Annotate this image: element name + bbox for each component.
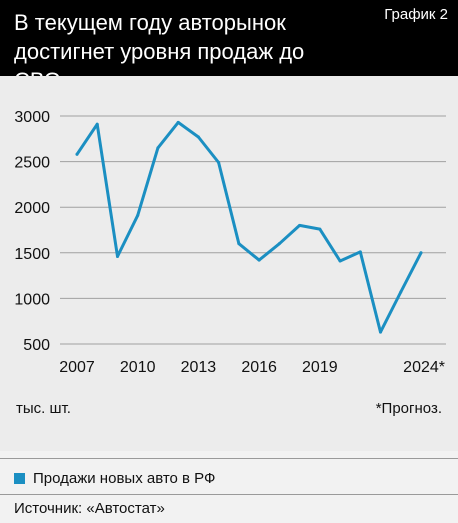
data-point	[358, 250, 362, 254]
x-tick-label: 2016	[241, 359, 277, 376]
legend-swatch	[14, 473, 25, 484]
chart-area: 3000 2500 2000 1500 1000 500 2007 2010 2013 2016…	[0, 76, 458, 451]
y-tick-label: 1500	[14, 246, 50, 263]
y-tick-label: 2000	[14, 200, 50, 217]
x-tick-label: 2013	[181, 359, 217, 376]
data-point	[156, 146, 160, 150]
grid-lines	[60, 115, 446, 345]
divider-top	[0, 458, 458, 459]
y-axis-unit-label: тыс. шт.	[16, 400, 71, 417]
data-point	[115, 254, 119, 258]
source-note: Источник: «Автостат»	[14, 500, 165, 517]
divider-bottom	[0, 494, 458, 495]
data-point	[95, 122, 99, 126]
forecast-note: *Прогноз.	[376, 400, 442, 417]
y-tick-label: 2500	[14, 155, 50, 172]
data-point	[176, 120, 180, 124]
data-point	[277, 242, 281, 246]
data-point	[318, 227, 322, 231]
x-tick-labels: 2007 2010 2013 2016 2019 2024*	[59, 359, 445, 376]
legend-label: Продажи новых авто в РФ	[33, 470, 216, 487]
y-tick-label: 1000	[14, 291, 50, 308]
legend: Продажи новых авто в РФ	[14, 470, 215, 487]
x-tick-label: 2024*	[403, 359, 445, 376]
data-point	[257, 258, 261, 262]
data-point	[237, 242, 241, 246]
data-point	[379, 330, 383, 334]
y-tick-label: 3000	[14, 109, 50, 126]
data-point	[298, 223, 302, 227]
data-point	[419, 251, 423, 255]
x-tick-label: 2007	[59, 359, 95, 376]
x-tick-label: 2019	[302, 359, 338, 376]
data-point	[196, 135, 200, 139]
line-chart: 3000 2500 2000 1500 1000 500 2007 2010 2013 2016…	[14, 109, 446, 417]
series-line	[75, 120, 423, 334]
chart-header: В текущем году авторынок достигнет уровн…	[0, 0, 458, 93]
data-point	[136, 213, 140, 217]
data-point	[399, 290, 403, 294]
series-points	[75, 120, 423, 334]
y-tick-labels: 3000 2500 2000 1500 1000 500	[14, 109, 50, 354]
data-point	[75, 152, 79, 156]
chart-number-tag: График 2	[384, 6, 448, 23]
x-tick-label: 2010	[120, 359, 156, 376]
data-point	[338, 259, 342, 263]
data-point	[217, 161, 221, 165]
y-tick-label: 500	[23, 337, 50, 354]
